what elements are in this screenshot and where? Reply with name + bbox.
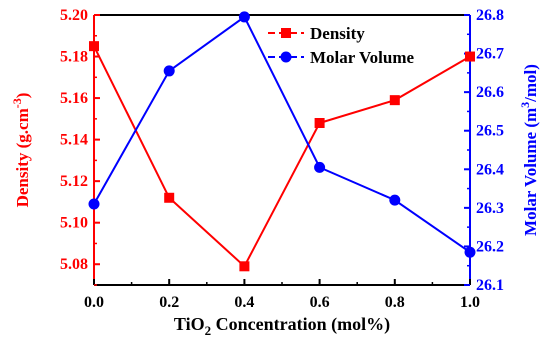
y-right-tick-label: 26.5 [476,123,504,140]
x-tick-label: 1.0 [460,294,480,311]
x-tick-label: 0.0 [84,294,104,311]
x-tick-label: 0.4 [234,294,254,311]
y-right-tick-label: 26.1 [476,277,504,294]
y-left-tick-label: 5.10 [60,215,88,232]
y-right-axis-title: Molar Volume (m3/mol) [518,64,540,236]
y-left-tick-label: 5.20 [60,7,88,24]
x-axis-title: TiO2 Concentration (mol%) [174,314,390,338]
y-right-tick-label: 26.8 [476,7,504,24]
y-left-tick-label: 5.08 [60,256,88,273]
x-tick-label: 0.6 [310,294,330,311]
molar-volume-point [464,246,476,258]
density-point [314,118,325,128]
y-right-tick-label: 26.4 [476,161,504,178]
legend-label: Molar Volume [310,48,415,67]
density-point [164,192,175,203]
y-right-tick-label: 26.6 [476,84,504,101]
y-right-tick-label: 26.7 [476,46,504,63]
series-line-density [93,45,471,268]
legend-label: Density [310,24,365,43]
density-point [89,41,99,52]
y-right-tick-label: 26.3 [476,200,504,217]
x-tick-label: 0.8 [385,294,405,311]
y-right-tick-label: 26.2 [476,238,504,255]
molar-volume-point [163,65,175,77]
molar-volume-point [389,194,401,206]
legend: Density Molar Volume [268,24,415,67]
density-point [465,51,475,62]
molar-volume-point [314,161,326,173]
y-left-tick-label: 5.18 [60,49,88,66]
legend-square-marker [281,28,291,38]
molar-volume-point [88,198,100,210]
y-left-tick-label: 5.16 [60,90,88,107]
series-line-molar-volume [93,15,471,254]
y-left-tick-label: 5.12 [60,173,88,190]
density-point [239,261,250,272]
plot-area: 0.0 0.2 0.4 0.6 0.8 1.0 5.08 5.10 5.12 5.14 5.16 5.… [10,7,540,338]
density-point [389,95,400,106]
molar-volume-point [238,11,250,23]
x-tick-label: 0.2 [159,294,179,311]
y-left-tick-label: 5.14 [60,132,88,149]
y-left-axis-title: Density (g.cm-3) [10,93,32,208]
legend-circle-marker [280,51,292,63]
